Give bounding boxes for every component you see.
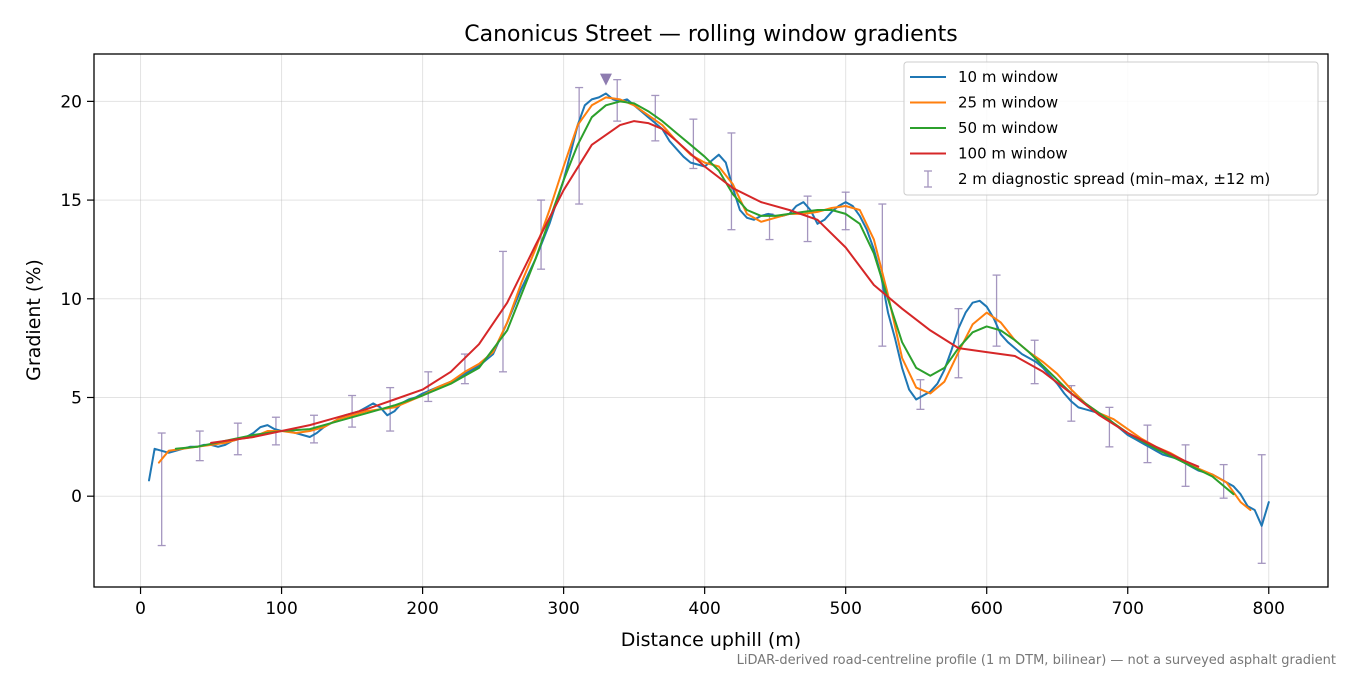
error-bar bbox=[916, 379, 925, 410]
series-line-4 bbox=[210, 120, 1200, 468]
y-tick-label: 0 bbox=[71, 487, 82, 507]
legend-box bbox=[903, 61, 1319, 196]
error-bar bbox=[954, 308, 963, 379]
legend: 10 m window 25 m window 50 m window 100 m w… bbox=[903, 61, 1319, 196]
x-axis-ticks: 0 100 200 300 400 500 600 700 800 bbox=[135, 587, 1285, 619]
x-tick-label: 0 bbox=[135, 599, 146, 619]
error-bar bbox=[651, 94, 660, 142]
legend-label: 100 m window bbox=[958, 145, 1068, 163]
x-axis-label: Distance uphill (m) bbox=[621, 629, 801, 651]
x-tick-label: 400 bbox=[688, 599, 720, 619]
y-tick-label: 10 bbox=[60, 290, 82, 310]
series-line-3 bbox=[174, 100, 1235, 496]
error-bar bbox=[498, 250, 507, 373]
y-axis-label: Gradient (%) bbox=[23, 259, 45, 381]
error-bar bbox=[992, 274, 1001, 347]
x-tick-label: 500 bbox=[829, 599, 861, 619]
error-bar bbox=[1181, 444, 1190, 487]
legend-swatch-error bbox=[924, 170, 932, 188]
x-tick-label: 200 bbox=[406, 599, 438, 619]
series-line-2 bbox=[157, 96, 1252, 511]
y-tick-label: 15 bbox=[60, 191, 82, 211]
legend-label: 10 m window bbox=[958, 68, 1058, 86]
error-bar bbox=[1105, 406, 1114, 448]
error-bar bbox=[841, 191, 850, 231]
chart-title: Canonicus Street — rolling window gradie… bbox=[464, 22, 958, 47]
x-tick-label: 800 bbox=[1253, 599, 1285, 619]
legend-label: 50 m window bbox=[958, 119, 1058, 137]
y-axis-ticks: 0 5 10 15 20 bbox=[60, 92, 94, 507]
error-bar bbox=[575, 86, 584, 205]
y-tick-label: 20 bbox=[60, 92, 82, 112]
plot-frame bbox=[93, 53, 1329, 588]
legend-label: 2 m diagnostic spread (min–max, ±12 m) bbox=[958, 170, 1270, 188]
x-tick-label: 100 bbox=[265, 599, 297, 619]
series-lines bbox=[148, 92, 1270, 527]
x-tick-label: 600 bbox=[970, 599, 1002, 619]
footnote: LiDAR-derived road-centreline profile (1… bbox=[737, 653, 1336, 668]
error-bar bbox=[689, 118, 698, 170]
error-bar bbox=[386, 386, 395, 432]
peak-marker bbox=[599, 73, 612, 86]
error-bar bbox=[1257, 454, 1266, 564]
x-tick-label: 300 bbox=[547, 599, 579, 619]
error-bar bbox=[803, 195, 812, 243]
peak-marker-triangle bbox=[599, 73, 612, 86]
error-bar bbox=[348, 394, 357, 428]
legend-label: 25 m window bbox=[958, 94, 1058, 112]
y-tick-label: 5 bbox=[71, 388, 82, 408]
x-tick-label: 700 bbox=[1112, 599, 1144, 619]
